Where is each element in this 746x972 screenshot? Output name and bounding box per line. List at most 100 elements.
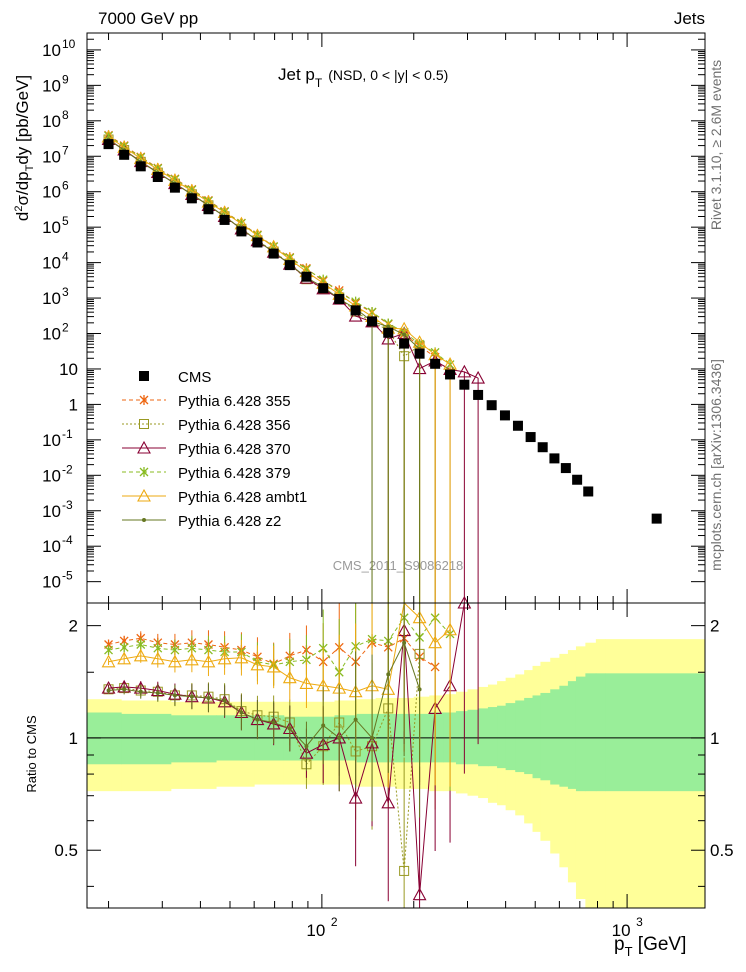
legend-label: Pythia 6.428 355 — [178, 393, 291, 410]
band-inner-bin — [532, 695, 541, 779]
band-inner-bin — [515, 700, 525, 773]
ratio-point — [104, 645, 114, 656]
ratio-point — [304, 744, 309, 749]
y-tick-label: 1 — [69, 395, 78, 414]
cms-point — [512, 420, 523, 431]
cms-point — [103, 139, 114, 150]
ratio-line — [108, 653, 421, 871]
ratio-point — [201, 654, 216, 668]
series-point — [471, 370, 486, 384]
y-axis-label: d2σ/dpTdy [pb/GeV] — [13, 75, 36, 221]
ratio-point — [412, 887, 427, 901]
x-axis-label-rest: [GeV] — [633, 934, 687, 955]
band-inner-bin — [605, 673, 706, 792]
y-tick-label-exponent: -3 — [62, 498, 73, 512]
ratio-tick-label-right: 1 — [710, 729, 719, 748]
cms-point — [525, 432, 536, 443]
y-tick-label-exponent: 9 — [62, 72, 69, 86]
main-series — [101, 129, 662, 603]
y-tick-label: 10 — [59, 360, 78, 379]
main-series-0 — [104, 130, 440, 603]
series-point — [386, 324, 391, 329]
cms-point — [301, 271, 312, 282]
ratio-tick-label: 1 — [69, 729, 78, 748]
y-tick-label: 10 — [42, 325, 61, 344]
band-inner-bin — [575, 676, 586, 792]
band-inner-bin — [550, 689, 560, 785]
ratio-point — [370, 735, 375, 740]
ratio-point — [184, 652, 199, 666]
main-series-2 — [101, 132, 486, 603]
band-inner-bin — [567, 681, 577, 789]
y-tick-label: 10 — [42, 537, 61, 556]
x-tick-label-exponent: 3 — [636, 915, 643, 929]
y-tick-label: 10 — [42, 147, 61, 166]
band-inner-bin — [585, 673, 597, 792]
legend-marker — [137, 488, 151, 502]
cms-point — [583, 486, 594, 497]
band-inner-bin — [505, 703, 516, 771]
cms-point — [119, 149, 130, 160]
ratio-point — [133, 648, 148, 662]
band-inner-bin — [595, 673, 607, 792]
ratio-point — [386, 672, 391, 677]
side-label-bottom: mcplots.cern.ch [arXiv:1306.3436] — [708, 359, 724, 571]
series-line — [108, 135, 451, 365]
cms-point — [219, 214, 230, 225]
series-point — [402, 332, 407, 337]
cms-point — [318, 283, 329, 294]
ratio-point — [337, 735, 342, 740]
ratio-point — [136, 639, 146, 650]
ratio-point — [119, 642, 129, 653]
ratio-point — [348, 790, 363, 804]
cms-point — [236, 226, 247, 237]
y-tick-label-exponent: 7 — [62, 143, 69, 157]
legend-label: Pythia 6.428 356 — [178, 417, 291, 434]
uncertainty-bands — [87, 639, 706, 908]
legend-marker — [139, 467, 149, 477]
cms-point — [367, 316, 378, 327]
ratio-tick-label: 0.5 — [54, 841, 78, 860]
ratio-point — [443, 622, 457, 636]
legend-label: CMS — [178, 369, 211, 386]
main-series-1 — [103, 134, 425, 603]
legend-marker — [142, 518, 146, 522]
ratio-point — [271, 720, 276, 725]
y-tick-label-exponent: 5 — [62, 214, 69, 228]
ratio-tick-label: 2 — [69, 617, 78, 636]
chart-title-sub: T — [315, 76, 323, 90]
legend-label: Pythia 6.428 z2 — [178, 513, 281, 530]
ratio-point — [402, 640, 407, 645]
y-tick-label: 10 — [42, 431, 61, 450]
legend: CMS Pythia 6.428 355 Pythia 6.428 356 Pythi… — [122, 369, 307, 530]
legend-marker — [139, 419, 149, 429]
series-point — [348, 308, 363, 322]
ratio-point — [353, 717, 358, 722]
ratio-point — [172, 693, 177, 698]
ratio-point — [217, 651, 232, 665]
ratio-point — [222, 698, 227, 703]
legend-item: Pythia 6.428 ambt1 — [122, 488, 307, 506]
y-tick-label-exponent: -4 — [62, 533, 73, 547]
ratio-series-5 — [106, 603, 422, 822]
y-tick-label-exponent: 10 — [62, 37, 76, 51]
band-inner-bin — [170, 715, 217, 763]
band-inner-bin — [121, 713, 172, 765]
ratio-point — [287, 726, 292, 731]
ratio-point — [234, 650, 249, 664]
ratio-frame — [86, 602, 706, 909]
legend-item: Pythia 6.428 379 — [122, 465, 291, 482]
x-axis-label-main: p — [614, 934, 625, 955]
y-tick-label-exponent: 2 — [62, 321, 69, 335]
cms-point — [486, 400, 497, 411]
header-left: 7000 GeV pp — [98, 9, 198, 28]
ratio-line — [108, 641, 421, 748]
cms-point — [284, 260, 295, 271]
cms-point — [268, 248, 279, 259]
x-tick-label-exponent: 2 — [331, 915, 338, 929]
ratio-series — [101, 595, 479, 908]
watermark: CMS_2011_S9086218 — [333, 558, 464, 573]
ratio-point — [117, 651, 132, 665]
